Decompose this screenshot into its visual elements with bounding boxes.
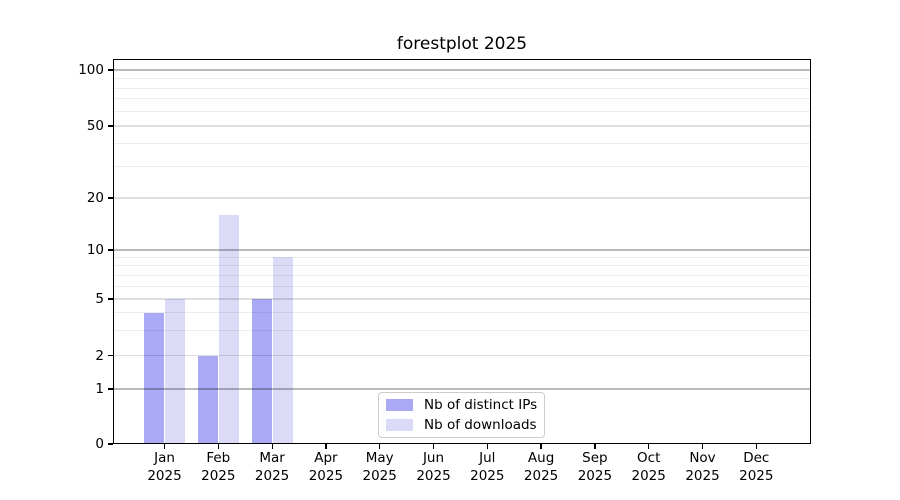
y-tick-label-0: 0 [95,436,104,452]
gridline-minor-9 [113,256,811,258]
gridline-50 [113,125,811,127]
x-tick-label-apr: Apr 2025 [308,450,344,484]
bar-ips-feb [197,355,218,444]
legend-label-ips: Nb of distinct IPs [424,396,538,413]
gridline-minor-6 [113,285,811,287]
gridline-minor-60 [113,110,811,112]
y-tick-label-1: 1 [95,381,104,397]
plot-area [113,59,811,444]
gridline-minor-8 [113,265,811,267]
y-tick-mark-50 [108,125,113,127]
x-tick-mark-aug [540,444,542,449]
x-tick-mark-apr [325,444,327,449]
bar-downloads-jan [165,299,185,444]
x-tick-mark-feb [217,444,219,449]
x-tick-mark-sep [594,444,596,449]
gridline-minor-90 [113,78,811,79]
y-tick-mark-20 [108,197,113,199]
gridline-minor-80 [113,87,811,89]
x-tick-label-nov: Nov 2025 [685,450,720,484]
x-tick-label-jun: Jun 2025 [416,450,451,484]
x-tick-label-jul: Jul 2025 [470,450,505,484]
gridline-20 [113,197,811,199]
gridline-2 [113,354,811,357]
y-tick-label-50: 50 [86,118,104,134]
x-tick-mark-jan [163,444,166,449]
x-tick-label-oct: Oct 2025 [631,450,666,484]
x-tick-mark-mar [271,444,273,449]
bar-downloads-feb [218,214,239,444]
legend-item-downloads: Nb of downloads [386,416,537,433]
y-tick-mark-1 [108,388,113,390]
bar-downloads-mar [272,257,293,444]
y-tick-label-100: 100 [78,62,104,78]
x-tick-mark-dec [755,444,757,449]
y-tick-mark-100 [108,69,113,71]
legend-label-downloads: Nb of downloads [424,416,537,433]
gridline-minor-3 [113,330,811,331]
gridline-minor-30 [113,165,811,167]
y-tick-mark-0 [108,443,113,445]
gridline-minor-4 [113,312,811,314]
legend-swatch-ips [386,399,413,411]
x-tick-label-mar: Mar 2025 [254,450,290,484]
chart-title: forestplot 2025 [396,34,528,54]
y-tick-label-10: 10 [86,242,104,258]
legend: Nb of distinct IPs Nb of downloads [378,392,545,438]
x-tick-label-dec: Dec 2025 [739,450,774,484]
gridline-100 [113,69,811,71]
x-tick-label-may: May 2025 [362,450,397,484]
legend-swatch-downloads [386,419,413,431]
y-tick-label-2: 2 [95,347,104,364]
legend-item-ips: Nb of distinct IPs [386,396,538,413]
bar-ips-mar [251,299,272,444]
y-tick-label-5: 5 [95,291,104,307]
y-tick-mark-10 [108,249,113,251]
y-tick-label-20: 20 [86,190,104,206]
x-tick-mark-jul [486,444,488,449]
x-tick-label-sep: Sep 2025 [577,450,613,484]
gridline-10 [113,249,811,251]
x-tick-label-feb: Feb 2025 [201,450,236,484]
gridline-minor-7 [113,274,811,276]
gridline-1 [113,388,811,390]
x-tick-label-aug: Aug 2025 [523,450,559,484]
gridline-5 [113,298,811,300]
gridline-minor-70 [113,98,811,100]
y-tick-mark-2 [108,354,113,357]
bar-ips-jan [144,312,164,444]
x-tick-label-jan: Jan 2025 [147,450,182,484]
x-tick-mark-oct [648,444,650,449]
gridline-minor-40 [113,143,811,144]
x-tick-mark-jun [432,444,435,449]
x-tick-mark-may [379,444,381,449]
x-tick-mark-nov [701,444,704,449]
y-tick-mark-5 [108,298,113,300]
